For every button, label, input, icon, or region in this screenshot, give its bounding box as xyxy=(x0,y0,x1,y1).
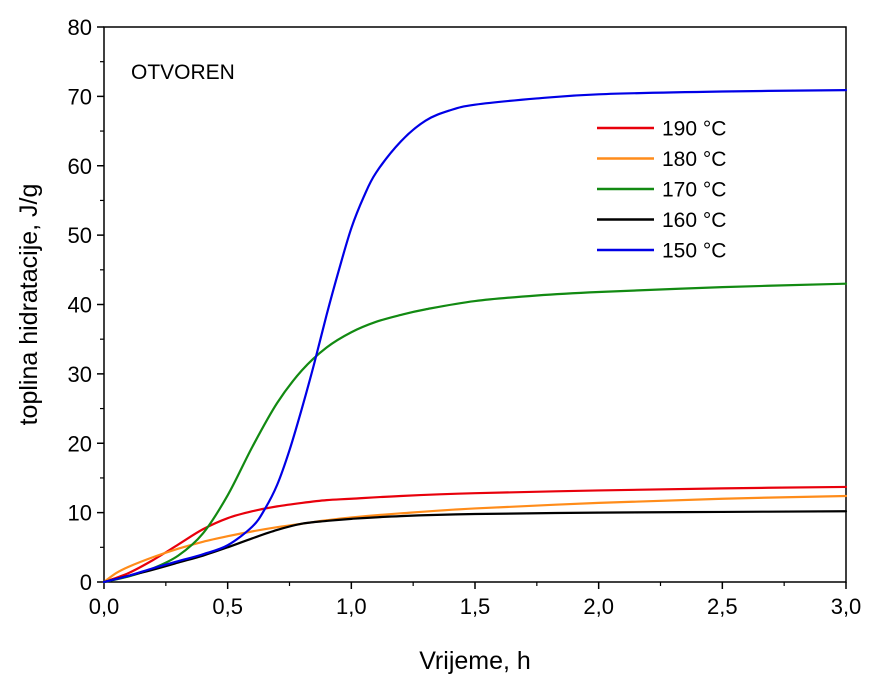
x-tick-label: 2,0 xyxy=(583,594,614,619)
legend-label: 190 °C xyxy=(662,118,726,141)
axis-ticks: 0,0 0,5 1,0 1,5 2,0 2,5 3,0 0 10 20 30 40 50 60 70 80 xyxy=(68,15,862,619)
series-line-170-c xyxy=(102,282,848,584)
x-tick-label: 0,5 xyxy=(212,594,243,619)
x-tick-label: 3,0 xyxy=(831,594,862,619)
legend-label: 170 °C xyxy=(662,179,726,202)
series-line-190-c xyxy=(102,485,848,584)
x-tick-label: 0,0 xyxy=(89,594,120,619)
chart-annotation: OTVOREN xyxy=(131,61,235,84)
y-tick-label: 80 xyxy=(68,15,92,40)
legend-label: 150 °C xyxy=(662,240,726,263)
legend-label: 180 °C xyxy=(662,148,726,171)
y-axis-title: toplina hidratacije, J/g xyxy=(15,184,43,426)
y-tick-label: 30 xyxy=(68,362,92,387)
series-line-160-c xyxy=(102,510,848,584)
y-tick-label: 0 xyxy=(80,570,92,595)
y-tick-label: 50 xyxy=(68,223,92,248)
legend: 190 °C 180 °C 170 °C 160 °C 150 °C xyxy=(597,118,726,263)
series-line-150-c xyxy=(102,89,848,584)
y-tick-label: 10 xyxy=(68,501,92,526)
series-line-180-c xyxy=(102,494,848,584)
legend-label: 160 °C xyxy=(662,209,726,232)
x-tick-label: 1,5 xyxy=(460,594,491,619)
y-tick-label: 40 xyxy=(68,293,92,318)
x-tick-label: 2,5 xyxy=(707,594,738,619)
y-tick-label: 70 xyxy=(68,84,92,109)
y-tick-label: 60 xyxy=(68,154,92,179)
x-axis-title: Vrijeme, h xyxy=(419,647,531,675)
x-tick-label: 1,0 xyxy=(336,594,367,619)
series-lines xyxy=(102,89,848,584)
y-tick-label: 20 xyxy=(68,431,92,456)
